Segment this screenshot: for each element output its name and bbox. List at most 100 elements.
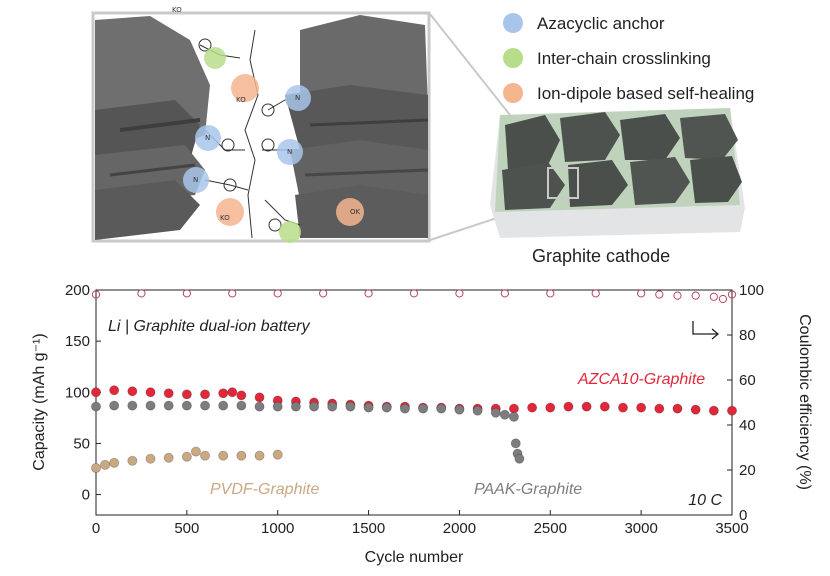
capacity-point — [91, 387, 102, 398]
capacity-point — [200, 389, 211, 400]
y-axis-title: Capacity (mAh g⁻¹) — [31, 333, 48, 470]
chemical-labels: KO KO KO OK N N N N — [172, 6, 361, 222]
legend-label-anchor: Azacyclic anchor — [537, 14, 665, 33]
graphite-cathode-electrode — [490, 108, 745, 238]
series-pvdf-graphite — [91, 446, 283, 473]
capacity-point — [381, 402, 392, 413]
x-tick-label: 2500 — [534, 520, 567, 537]
crosslink-sphere — [279, 221, 301, 243]
efficiency-point — [273, 289, 282, 298]
capacity-point — [454, 404, 465, 415]
capacity-point — [145, 400, 156, 411]
capacity-point — [363, 402, 374, 413]
chem-label: KO — [236, 96, 246, 104]
capacity-point — [163, 388, 174, 399]
efficiency-point — [673, 291, 682, 300]
chart-subtitle: Li | Graphite dual-ion battery — [108, 318, 311, 335]
capacity-point — [254, 401, 265, 412]
capacity-point — [127, 455, 138, 466]
y2-tick-label: 40 — [739, 417, 756, 434]
efficiency-point — [455, 289, 464, 298]
capacity-point — [672, 403, 683, 414]
chem-label: N — [295, 94, 300, 102]
y-tick-label: 100 — [65, 384, 90, 401]
capacity-point — [91, 401, 102, 412]
capacity-point — [181, 451, 192, 462]
efficiency-point — [691, 291, 700, 300]
y2-axis-ticks: 0 20 40 60 80 100 — [727, 282, 764, 524]
capacity-point — [109, 400, 120, 411]
series-label-azca10: AZCA10-Graphite — [577, 371, 705, 388]
efficiency-point — [228, 289, 237, 298]
capacity-point — [581, 401, 592, 412]
capacity-point — [514, 453, 525, 464]
y2-axis-title: Coulombic efficiency (%) — [796, 314, 813, 490]
series-layer — [91, 289, 738, 473]
rate-label: 10 C — [688, 492, 722, 509]
capacity-point — [654, 403, 665, 414]
capacity-point — [563, 401, 574, 412]
capacity-point — [499, 409, 510, 420]
efficiency-point — [137, 289, 146, 298]
x-tick-label: 0 — [92, 520, 100, 537]
series-coulombic-efficiency — [91, 289, 737, 304]
capacity-point — [100, 459, 111, 470]
capacity-point — [181, 400, 192, 411]
efficiency-point — [637, 289, 646, 298]
efficiency-point — [409, 289, 419, 298]
y-tick-label: 50 — [73, 435, 90, 452]
capacity-point — [272, 401, 283, 412]
capacity-point — [127, 386, 138, 397]
capacity-point — [254, 392, 265, 403]
capacity-point — [236, 390, 247, 401]
x-tick-label: 2000 — [443, 520, 476, 537]
capacity-point — [345, 401, 356, 412]
y2-tick-label: 100 — [739, 282, 764, 299]
capacity-point — [145, 387, 156, 398]
capacity-point — [708, 405, 719, 416]
capacity-point — [218, 388, 229, 399]
cycling-chart: 0 500 1000 1500 2000 2500 3000 3500 05010015020… — [31, 282, 813, 566]
capacity-point — [163, 400, 174, 411]
chem-label: N — [193, 176, 198, 184]
y-tick-label: 150 — [65, 333, 90, 350]
legend-label-self-healing: Ion-dipole based self-healing — [537, 84, 754, 103]
y-tick-label: 0 — [82, 487, 90, 504]
capacity-point — [145, 453, 156, 464]
capacity-point — [272, 449, 283, 460]
y2-tick-label: 20 — [739, 462, 756, 479]
series-paak-graphite — [91, 400, 525, 464]
anchor-sphere — [195, 125, 221, 151]
series-label-pvdf: PVDF-Graphite — [210, 481, 319, 498]
y2-tick-label: 80 — [739, 327, 756, 344]
capacity-point — [200, 450, 211, 461]
y-axis-ticks: 0 50 100 150 200 — [65, 282, 101, 504]
capacity-point — [109, 457, 120, 468]
x-tick-label: 3000 — [624, 520, 657, 537]
capacity-point — [309, 401, 320, 412]
zoom-box — [547, 167, 579, 199]
polymer-chain — [198, 29, 301, 239]
y-tick-label: 200 — [65, 282, 90, 299]
capacity-point — [227, 387, 238, 398]
capacity-point — [218, 400, 229, 411]
x-tick-label: 1000 — [261, 520, 294, 537]
anchor-sphere — [285, 85, 311, 111]
capacity-point — [163, 452, 174, 463]
legend-dot-crosslink — [503, 48, 523, 68]
capacity-point — [200, 400, 211, 411]
schematic-panel: KO KO KO OK N N N N — [91, 6, 754, 266]
x-tick-label: 3500 — [715, 520, 748, 537]
capacity-point — [418, 403, 429, 414]
efficiency-point — [655, 290, 664, 299]
schematic-legend: Azacyclic anchor Inter-chain crosslinkin… — [503, 13, 754, 103]
capacity-point — [636, 402, 647, 413]
efficiency-point — [319, 289, 328, 298]
series-azca10-graphite — [91, 385, 738, 416]
capacity-point — [236, 450, 247, 461]
y2-tick-label: 60 — [739, 372, 756, 389]
efficiency-point — [718, 294, 728, 304]
x-tick-label: 500 — [174, 520, 199, 537]
self-healing-sphere — [336, 198, 364, 226]
